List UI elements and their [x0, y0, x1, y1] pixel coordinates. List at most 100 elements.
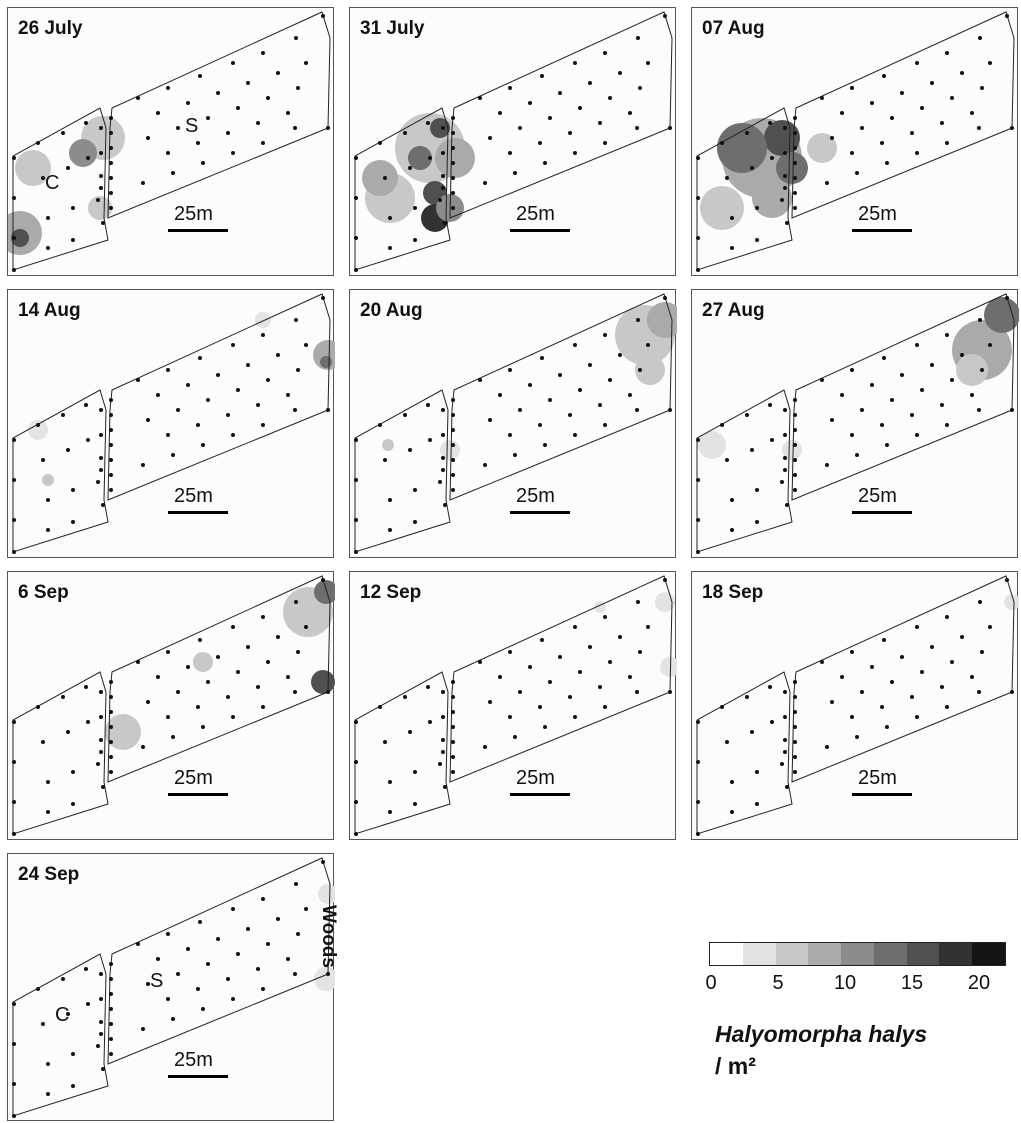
- sample-point: [451, 473, 455, 477]
- sample-point: [696, 832, 700, 836]
- sample-point: [293, 690, 297, 694]
- sample-point: [518, 126, 522, 130]
- sample-point: [696, 196, 700, 200]
- sample-point: [166, 932, 170, 936]
- sample-point: [880, 141, 884, 145]
- density-patch: [318, 884, 335, 904]
- sample-point: [86, 438, 90, 442]
- sample-point: [408, 166, 412, 170]
- sample-point: [276, 635, 280, 639]
- sample-point: [12, 760, 16, 764]
- sample-point: [438, 762, 442, 766]
- sample-point: [12, 720, 16, 724]
- sample-point: [978, 36, 982, 40]
- sample-point: [725, 458, 729, 462]
- sample-point: [825, 463, 829, 467]
- sample-point: [900, 373, 904, 377]
- sample-point: [156, 957, 160, 961]
- density-patch: [752, 178, 792, 218]
- density-patch: [430, 118, 450, 138]
- sample-point: [441, 456, 445, 460]
- sample-point: [428, 438, 432, 442]
- density-patch: [1004, 594, 1019, 610]
- sample-point: [451, 488, 455, 492]
- sample-point: [855, 735, 859, 739]
- density-patch: [807, 133, 837, 163]
- sample-point: [166, 650, 170, 654]
- sample-point: [166, 86, 170, 90]
- sample-point: [261, 141, 265, 145]
- sample-point: [354, 196, 358, 200]
- sample-point: [12, 1082, 16, 1086]
- sample-point: [71, 488, 75, 492]
- legend-swatch: [710, 943, 743, 965]
- sample-point: [960, 635, 964, 639]
- sample-point: [451, 740, 455, 744]
- sample-point: [236, 670, 240, 674]
- sample-point: [326, 972, 330, 976]
- crop-field-outline: [354, 389, 451, 553]
- sample-point: [413, 238, 417, 242]
- sample-point: [246, 81, 250, 85]
- sample-point: [783, 738, 787, 742]
- strip-field-outline: [449, 575, 673, 783]
- sample-point: [136, 660, 140, 664]
- scale-bar: [852, 511, 912, 514]
- sample-point: [825, 745, 829, 749]
- sample-point: [304, 907, 308, 911]
- sample-point: [109, 473, 113, 477]
- sample-point: [216, 937, 220, 941]
- sample-point: [99, 433, 103, 437]
- sample-point: [201, 161, 205, 165]
- density-shading: [698, 297, 1019, 460]
- sample-point: [413, 770, 417, 774]
- field-map: [354, 11, 673, 272]
- scale-bar: [168, 793, 228, 796]
- sample-point: [176, 972, 180, 976]
- sample-point: [696, 760, 700, 764]
- sample-point: [646, 61, 650, 65]
- sample-point: [451, 695, 455, 699]
- sample-point: [538, 141, 542, 145]
- sample-point: [780, 480, 784, 484]
- sample-point: [930, 81, 934, 85]
- sample-point: [880, 705, 884, 709]
- sample-point: [451, 428, 455, 432]
- sample-point: [408, 448, 412, 452]
- sample-point: [99, 1032, 103, 1036]
- sample-point: [383, 458, 387, 462]
- scale-label: 25m: [516, 203, 555, 225]
- sample-point: [96, 198, 100, 202]
- sample-point: [388, 498, 392, 502]
- sample-point: [294, 882, 298, 886]
- sample-point: [793, 413, 797, 417]
- sample-point: [71, 206, 75, 210]
- sample-point: [146, 418, 150, 422]
- sample-point: [46, 1092, 50, 1096]
- field-map: [12, 293, 335, 554]
- sample-point: [136, 96, 140, 100]
- sample-point: [231, 61, 235, 65]
- sample-point: [783, 408, 787, 412]
- sample-point: [286, 393, 290, 397]
- sample-point: [793, 725, 797, 729]
- sample-point: [166, 433, 170, 437]
- sample-point: [46, 1062, 50, 1066]
- density-patch: [660, 657, 677, 677]
- sample-point: [276, 353, 280, 357]
- sample-point: [920, 106, 924, 110]
- sample-point: [488, 700, 492, 704]
- panel-date-label: 6 Sep: [18, 582, 69, 603]
- sample-point: [71, 238, 75, 242]
- sample-point: [730, 246, 734, 250]
- sample-point: [166, 997, 170, 1001]
- sample-point: [696, 236, 700, 240]
- panel-date-label: 14 Aug: [18, 300, 81, 321]
- sample-point: [36, 987, 40, 991]
- sample-point: [286, 957, 290, 961]
- sample-point: [1005, 296, 1009, 300]
- sample-point: [608, 660, 612, 664]
- sample-point: [538, 705, 542, 709]
- sample-point: [528, 101, 532, 105]
- sample-point: [855, 171, 859, 175]
